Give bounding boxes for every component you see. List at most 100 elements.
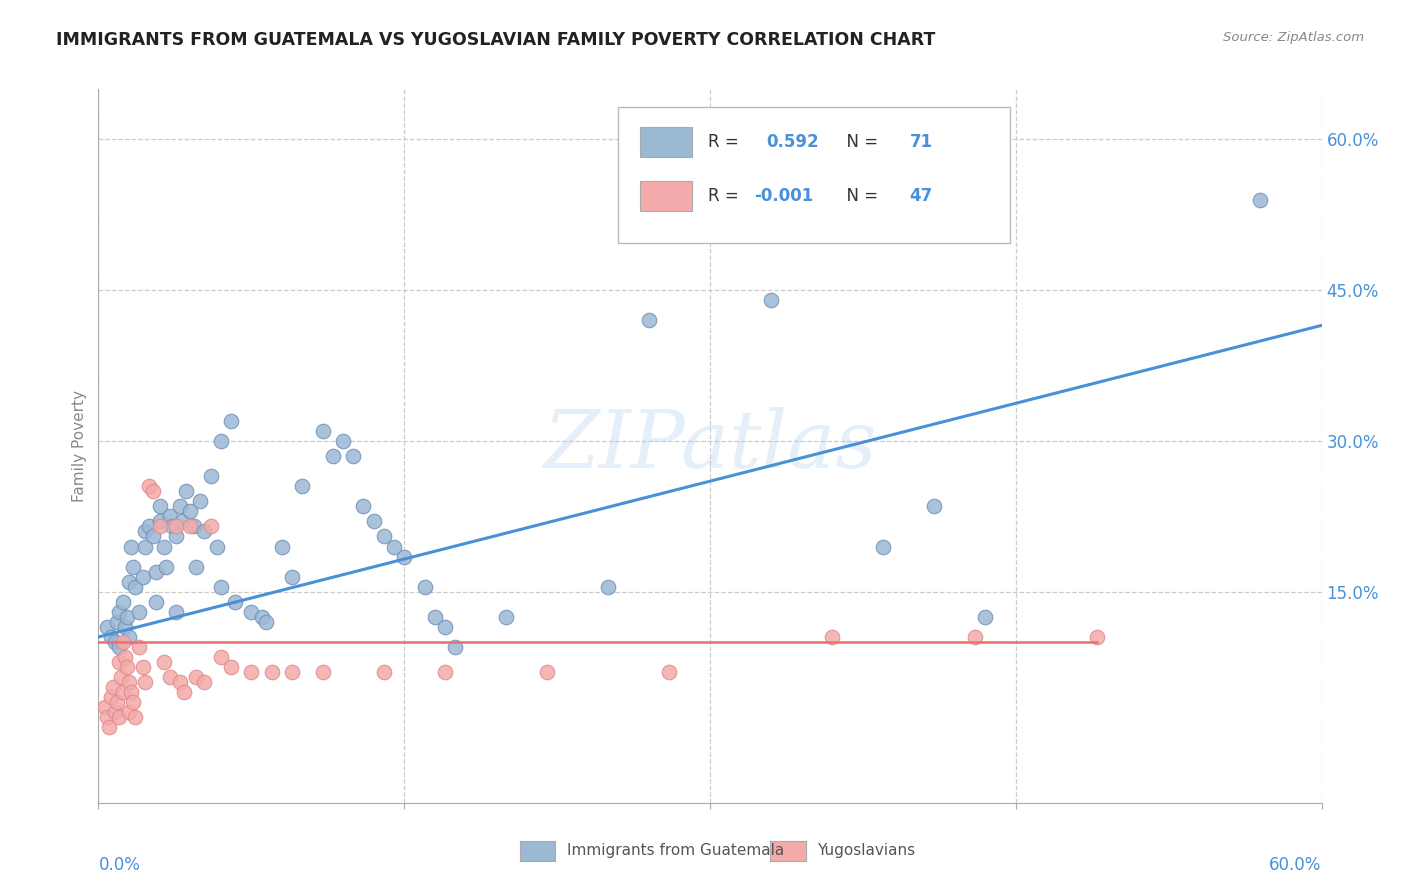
Point bbox=[118, 574, 141, 589]
Point bbox=[291, 479, 314, 493]
Point bbox=[219, 414, 242, 428]
Point bbox=[118, 706, 141, 720]
Point bbox=[363, 515, 385, 529]
Point bbox=[101, 680, 124, 694]
Text: Source: ZipAtlas.com: Source: ZipAtlas.com bbox=[1223, 31, 1364, 45]
Point bbox=[128, 640, 150, 654]
Point bbox=[96, 620, 118, 634]
Point bbox=[104, 635, 127, 649]
Point bbox=[169, 675, 191, 690]
Text: 0.592: 0.592 bbox=[766, 133, 818, 151]
Point bbox=[312, 424, 335, 438]
FancyBboxPatch shape bbox=[640, 127, 692, 157]
Text: 71: 71 bbox=[910, 133, 932, 151]
Y-axis label: Family Poverty: Family Poverty bbox=[72, 390, 87, 502]
Point bbox=[111, 685, 134, 699]
Point bbox=[138, 519, 160, 533]
Point bbox=[332, 434, 354, 448]
Point bbox=[142, 529, 165, 543]
Point bbox=[193, 524, 215, 539]
Point bbox=[118, 630, 141, 644]
Point bbox=[179, 519, 201, 533]
Point bbox=[96, 710, 118, 724]
Point bbox=[637, 313, 661, 327]
Point bbox=[193, 675, 215, 690]
Point bbox=[658, 665, 681, 680]
Point bbox=[373, 665, 395, 680]
Point bbox=[260, 665, 283, 680]
Point bbox=[97, 720, 120, 734]
Point bbox=[100, 630, 122, 644]
Point bbox=[114, 620, 136, 634]
Point bbox=[134, 524, 156, 539]
Point bbox=[134, 540, 156, 554]
Point bbox=[165, 605, 187, 619]
Point bbox=[183, 519, 205, 533]
Point bbox=[270, 540, 294, 554]
Point bbox=[200, 469, 222, 483]
Point bbox=[188, 494, 212, 508]
Point bbox=[145, 595, 167, 609]
Point bbox=[240, 665, 263, 680]
Point bbox=[1085, 630, 1108, 644]
Point bbox=[173, 685, 195, 699]
Point bbox=[322, 449, 344, 463]
Point bbox=[281, 569, 304, 583]
Point bbox=[186, 559, 208, 574]
Point bbox=[134, 675, 156, 690]
Point bbox=[974, 610, 997, 624]
Point bbox=[342, 449, 364, 463]
Point bbox=[254, 615, 277, 629]
Point bbox=[170, 515, 193, 529]
Point bbox=[128, 605, 150, 619]
Point bbox=[965, 630, 987, 644]
Point bbox=[159, 670, 181, 684]
Point bbox=[205, 540, 228, 554]
Point bbox=[155, 559, 177, 574]
Text: N =: N = bbox=[837, 186, 883, 204]
Point bbox=[179, 504, 201, 518]
Point bbox=[110, 670, 132, 684]
Point bbox=[444, 640, 467, 654]
Point bbox=[224, 595, 246, 609]
Text: 60.0%: 60.0% bbox=[1270, 856, 1322, 874]
Text: 47: 47 bbox=[910, 186, 932, 204]
Point bbox=[152, 540, 174, 554]
Point bbox=[122, 559, 145, 574]
Point bbox=[434, 620, 457, 634]
Point bbox=[149, 515, 172, 529]
Text: IMMIGRANTS FROM GUATEMALA VS YUGOSLAVIAN FAMILY POVERTY CORRELATION CHART: IMMIGRANTS FROM GUATEMALA VS YUGOSLAVIAN… bbox=[56, 31, 935, 49]
Point bbox=[423, 610, 446, 624]
Point bbox=[209, 650, 232, 665]
Point bbox=[108, 655, 131, 669]
Point bbox=[124, 580, 146, 594]
Point bbox=[105, 615, 128, 629]
Point bbox=[434, 665, 457, 680]
Point bbox=[124, 710, 146, 724]
Point bbox=[138, 479, 160, 493]
Point bbox=[495, 610, 517, 624]
Point bbox=[100, 690, 122, 705]
Point bbox=[149, 519, 172, 533]
Point bbox=[872, 540, 894, 554]
Point bbox=[111, 635, 134, 649]
Point bbox=[352, 500, 374, 514]
Point bbox=[821, 630, 844, 644]
Point bbox=[922, 500, 945, 514]
Point bbox=[108, 640, 131, 654]
Point bbox=[118, 675, 141, 690]
Point bbox=[165, 529, 187, 543]
Point bbox=[108, 605, 131, 619]
Text: R =: R = bbox=[707, 133, 744, 151]
Point bbox=[145, 565, 167, 579]
Point bbox=[114, 650, 136, 665]
Point bbox=[186, 670, 208, 684]
Point bbox=[93, 700, 115, 714]
Point bbox=[132, 660, 155, 674]
Text: N =: N = bbox=[837, 133, 883, 151]
Point bbox=[209, 580, 232, 594]
Point bbox=[281, 665, 304, 680]
Point bbox=[413, 580, 436, 594]
Point bbox=[1249, 193, 1271, 207]
Point bbox=[111, 595, 134, 609]
